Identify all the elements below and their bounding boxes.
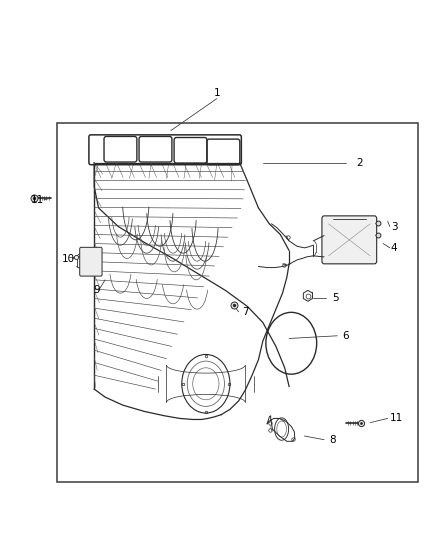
- FancyBboxPatch shape: [322, 216, 377, 264]
- FancyBboxPatch shape: [80, 247, 102, 276]
- Text: 7: 7: [242, 307, 249, 317]
- Text: 6: 6: [343, 331, 350, 341]
- Text: 11: 11: [31, 195, 44, 205]
- Text: 2: 2: [356, 158, 363, 167]
- Text: 11: 11: [390, 414, 403, 423]
- Bar: [57, 123, 418, 482]
- Text: 10: 10: [61, 254, 74, 263]
- Text: 1: 1: [213, 88, 220, 98]
- Text: 8: 8: [329, 435, 336, 445]
- Text: 4: 4: [391, 243, 398, 253]
- Text: 9: 9: [93, 286, 100, 295]
- Text: 5: 5: [332, 294, 339, 303]
- Text: 3: 3: [391, 222, 398, 231]
